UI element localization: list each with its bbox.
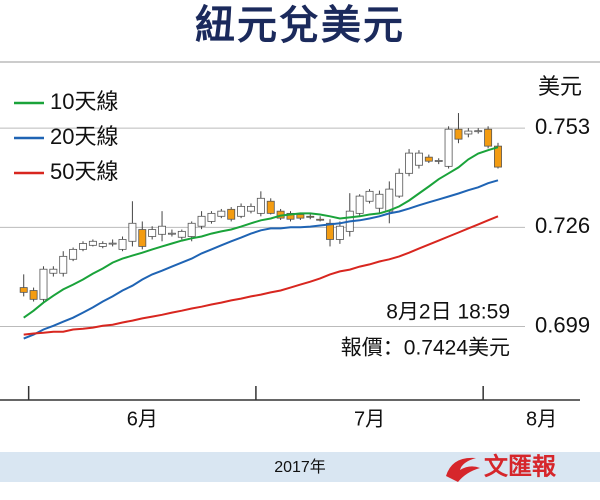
candle-body	[454, 128, 463, 140]
candle-body	[29, 290, 38, 300]
candle-body	[177, 230, 186, 238]
candle-body	[494, 145, 502, 168]
candle-body	[414, 152, 423, 166]
y-tick-label: 0.699	[535, 312, 590, 337]
candle-body	[217, 210, 226, 217]
candle-body	[316, 218, 325, 221]
y-tick-label: 0.726	[535, 213, 590, 238]
candle-body	[79, 243, 87, 250]
candle-body	[207, 212, 216, 222]
candle-body	[158, 225, 167, 235]
candle-body	[395, 172, 404, 197]
candle-body	[296, 214, 305, 219]
chart-title: 紐元兌美元	[195, 4, 405, 48]
ma-line	[23, 146, 499, 319]
legend-label: 20天線	[50, 124, 118, 149]
candle-body	[375, 193, 384, 209]
candle-body	[365, 190, 374, 202]
ma-line	[23, 179, 499, 340]
logo-icon	[446, 457, 480, 482]
candle-body	[256, 197, 265, 214]
candle-body	[474, 130, 483, 133]
candle-body	[335, 225, 344, 240]
ma-line	[23, 215, 499, 336]
candle-body	[187, 222, 196, 237]
candle-body	[266, 200, 275, 214]
candle-body	[247, 205, 255, 212]
candle-body	[326, 222, 334, 240]
candle-body	[424, 156, 433, 162]
candle-body	[355, 195, 364, 214]
y-unit: 美元	[538, 74, 582, 99]
candle-body	[227, 208, 236, 220]
annotation: 8月2日 18:59	[386, 301, 510, 324]
candle-body	[128, 222, 137, 242]
legend-label: 50天線	[50, 159, 118, 184]
logo: 文匯報	[484, 452, 557, 480]
y-tick-label: 0.753	[535, 114, 590, 139]
footer-text: 2017年	[274, 458, 326, 476]
candle-body	[444, 128, 453, 167]
x-tick-label: 7月	[354, 408, 385, 430]
candle-body	[108, 242, 117, 245]
candle-body	[19, 287, 28, 293]
candle-body	[88, 240, 97, 246]
candle-body	[148, 229, 157, 237]
candle-body	[306, 215, 315, 218]
candle-body	[385, 188, 394, 212]
candle-body	[237, 205, 246, 217]
candle-body	[69, 248, 78, 260]
candle-body	[167, 232, 176, 235]
x-tick-label: 8月	[526, 408, 557, 430]
candle-body	[286, 212, 295, 220]
candle-body	[484, 128, 493, 147]
x-tick-label: 6月	[127, 408, 158, 430]
candle-body	[434, 160, 443, 162]
footer-band	[0, 452, 600, 482]
candle-body	[39, 268, 48, 300]
candle-body	[405, 152, 414, 174]
candle-body	[197, 215, 206, 227]
candle-body	[464, 130, 473, 135]
candle-body	[118, 239, 127, 250]
candle-body	[138, 229, 147, 247]
legend-label: 10天線	[50, 89, 118, 114]
candle-body	[98, 243, 107, 247]
candle-body	[59, 255, 68, 274]
candle-body	[49, 268, 58, 274]
annotation: 報價：0.7424美元	[341, 337, 510, 360]
